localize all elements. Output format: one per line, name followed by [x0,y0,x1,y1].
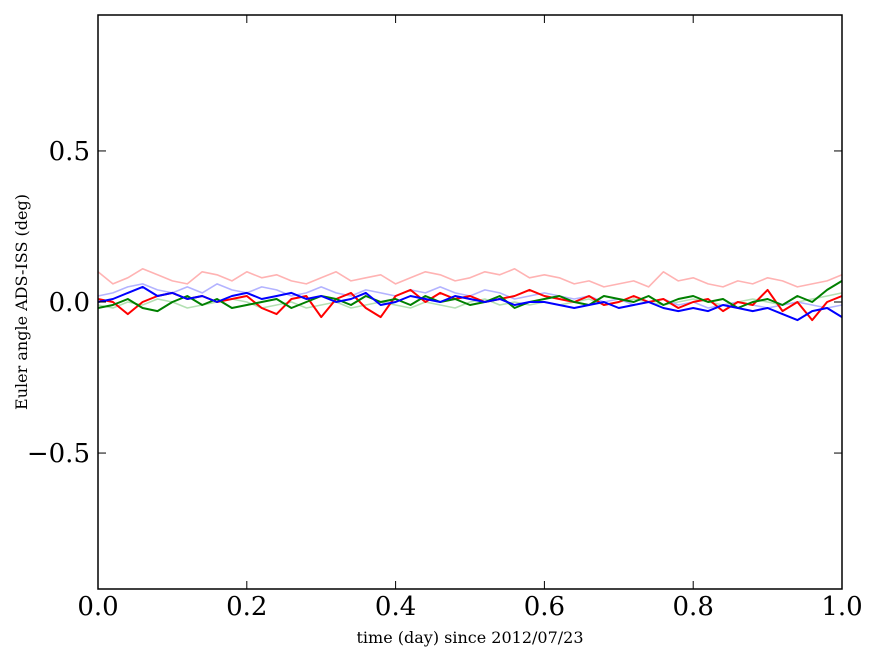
y-tick-label: −0.5 [27,439,90,469]
y-tick-label: 0.5 [49,137,90,167]
series-line-5 [97,280,843,313]
x-tick-label: 0.8 [673,592,714,622]
x-tick-label: 1.0 [821,592,862,622]
x-tick-label: 0.4 [375,592,416,622]
series-line-6 [97,285,843,322]
x-tick-label: 0.0 [77,592,118,622]
series-layer [97,267,843,322]
y-tick-label: 0.0 [49,288,90,318]
series-line-1 [97,267,843,288]
x-tick-label: 0.6 [524,592,565,622]
x-tick-label: 0.2 [226,592,267,622]
x-axis-label: time (day) since 2012/07/23 [356,628,583,647]
y-axis-label: Euler angle ADS-ISS (deg) [12,194,31,410]
tick-layer: 0.0 0.2 0.4 0.6 0.8 1.0 −0.5 0.0 0.5 [27,15,863,622]
